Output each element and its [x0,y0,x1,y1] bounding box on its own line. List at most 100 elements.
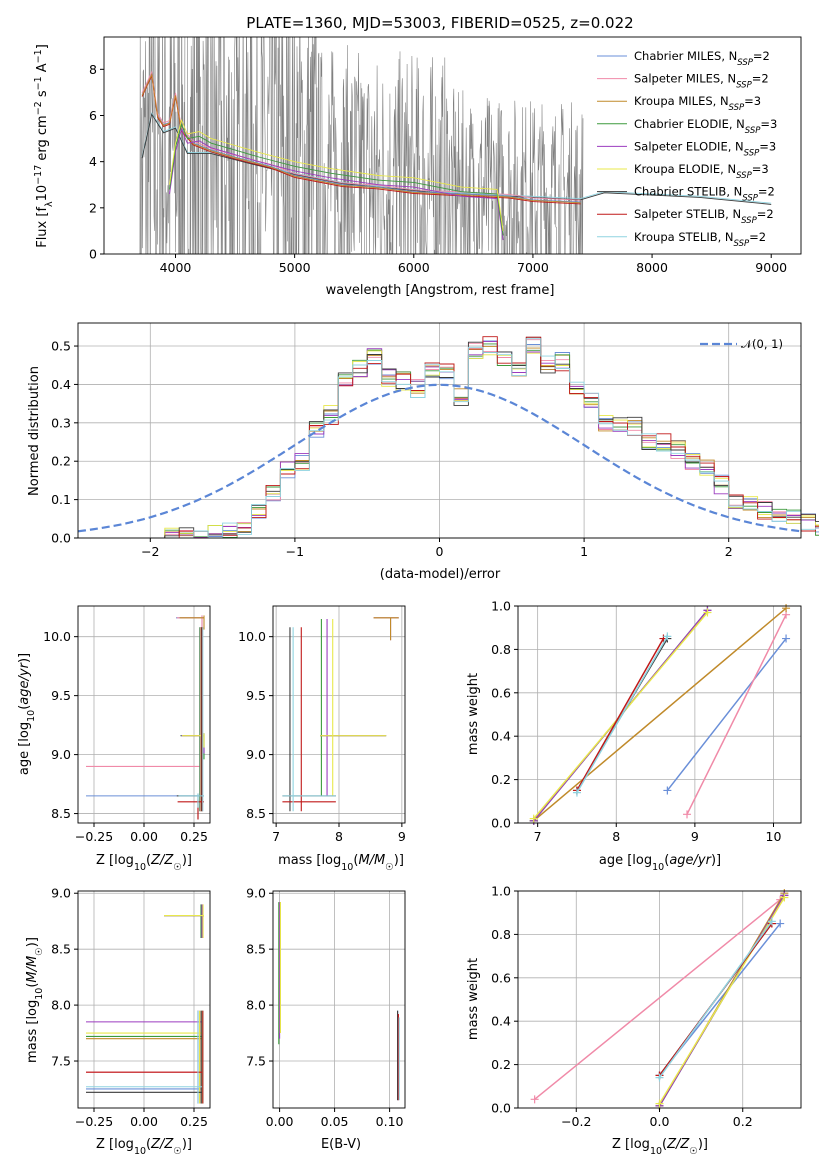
label-part: ( [353,853,358,868]
label-part: age [log [599,853,652,868]
x-tick-label: 7 [534,829,542,844]
y-tick-label: 7.5 [246,1054,266,1069]
legend-sub: SSP [742,194,758,204]
legend-sub: SSP [736,81,752,91]
x-tick-label: 6000 [398,260,430,275]
legend-sub: SSP [745,126,761,136]
y-axis-label: mass weight [466,673,481,755]
plot-area-age-vs-mass [282,617,399,812]
panel-age-vs-mass: 7 8 9 8.5 9.0 9.5 10.0 mass [log10(M/M☉)] [238,605,406,873]
kroupa-stelib-weight-age-line [576,636,669,793]
label-part: (data-model)/error [380,567,501,582]
label-part: ] [35,44,50,49]
histogram-chabrier-miles [164,340,819,539]
label-part: 10 [26,710,37,722]
label-part: )] [25,937,40,947]
x-tick-label: 10 [766,829,782,844]
model-chabrier-miles-line [141,72,581,203]
legend-model: Chabrier ELODIE, N [634,117,745,131]
legend-sub: SSP [737,58,753,68]
histogram-kroupa-elodie [164,350,819,539]
x-tick-label: −2 [141,544,159,559]
kroupa-stelib-weight-age-marker [663,632,672,641]
label-part: M/M [25,956,40,983]
plot-area-residual-histogram [77,336,819,539]
label-part: )] [698,1137,708,1152]
label-part: wavelength [Angstrom, rest frame] [326,283,555,298]
label-part: −2 [33,101,44,115]
legend-entry: Chabrier MILES, NSSP=2 [634,49,770,68]
label-part: 10 [652,862,664,873]
salpeter-stelib-weight-age-line [576,638,665,791]
y-tick-label: 8.0 [51,998,71,1013]
y-tick-label: 9.0 [246,747,266,762]
chabrier-miles-weight-z-marker [776,919,785,928]
x-tick-label: 0.00 [130,1114,158,1129]
y-axis-label: age [log10(age/yr)] [17,653,37,775]
salpeter-miles-weight-z-marker [530,1095,539,1104]
label-part: Normed distribution [27,366,42,496]
label-part: mass [log [25,1000,40,1063]
label-part: mass weight [466,673,481,755]
legend-model: Chabrier MILES, N [634,49,737,63]
y-tick-label: 0.0 [491,816,511,831]
y-tick-label: 0.4 [491,729,511,744]
chabrier-miles-weight-age-marker [663,786,672,795]
label-part: ☉ [173,862,182,873]
legend-model: Salpeter STELIB, N [634,207,741,221]
x-axis-label: (data-model)/error [380,567,501,582]
model-kroupa-miles-line [141,73,581,204]
y-tick-label: 0.5 [51,339,71,354]
x-tick-label: 0.00 [266,1114,294,1129]
y-tick-label: 0.6 [491,970,511,985]
plot-area-spectrum [139,37,772,254]
legend-model: Kroupa ELODIE, N [634,162,736,176]
legend-model: Salpeter ELODIE, N [634,139,744,153]
legend-entry: Salpeter ELODIE, NSSP=3 [634,139,776,158]
label-part: erg cm [35,115,50,164]
y-axis-label: Normed distribution [27,366,42,496]
data-spectrum-line [139,37,584,254]
label-part: ☉ [34,947,45,956]
y-tick-label: 0.0 [491,1101,511,1116]
y-tick-label: 9.5 [246,688,266,703]
kroupa-miles-weight-age-line [533,607,787,822]
label-part: ( [17,705,32,710]
y-tick-label: 8.5 [246,806,266,821]
x-tick-label: −0.25 [75,1114,113,1129]
plot-area-weight-vs-age [529,604,791,825]
label-part: )] [711,853,721,868]
axes-frame [103,36,802,255]
legend-nssp: =2 [752,72,769,86]
histogram-kroupa-miles [164,345,819,539]
chabrier-miles-weight-age-line [666,638,787,791]
label-part: )] [17,653,32,663]
label-part: 10 [34,988,45,1000]
x-tick-label: 7000 [517,260,549,275]
legend-sub: SSP [729,103,745,113]
legend-entry: Salpeter STELIB, NSSP=2 [634,207,774,226]
label-part: M/M [358,853,385,868]
panel-residual-histogram: −2 −1 0 1 2 0.0 0.1 0.2 0.3 0.4 0.5 𝒩(0, 1) (data-mo… [27,322,819,582]
y-tick-label: 9.0 [51,886,71,901]
label-part: s [35,90,50,101]
y-tick-label: 10.0 [43,629,71,644]
label-part: −1 [33,49,44,63]
plot-area-mass-vs-Z [86,904,204,1104]
y-tick-label: 0.8 [491,642,511,657]
chabrier-miles-weight-age-marker [782,634,791,643]
legend-model: Chabrier STELIB, N [634,185,742,199]
y-tick-label: 9.0 [51,747,71,762]
legend-entry: Chabrier ELODIE, NSSP=3 [634,117,777,136]
x-tick-label: 0.25 [180,1114,208,1129]
y-tick-label: 8.5 [51,942,71,957]
model-salpeter-elodie-line [169,127,504,241]
legend-sub: SSP [741,216,757,226]
label-part: Z/Z [666,1137,690,1152]
x-tick-label: −0.25 [75,829,113,844]
y-tick-label: 10.0 [238,629,266,644]
y-tick-label: 0.0 [51,531,71,546]
label-part: E(B-V) [321,1137,361,1152]
kroupa-elodie-weight-age-marker [529,814,538,823]
label-part: A [35,63,50,76]
